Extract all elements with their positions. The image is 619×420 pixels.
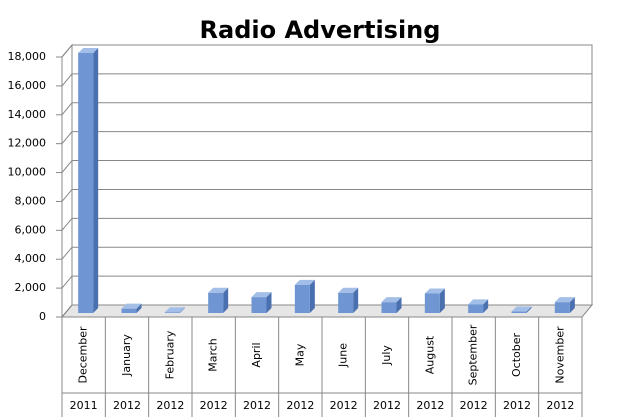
bar-top xyxy=(468,299,489,305)
x-tick-label: November xyxy=(553,326,566,384)
bar-top xyxy=(554,297,575,303)
x-tick-label: October xyxy=(510,333,523,377)
y-tick-label: 16,000 xyxy=(8,79,47,92)
bar-side xyxy=(439,288,445,313)
x-tick-label: August xyxy=(423,335,436,374)
y-tick-label: 8,000 xyxy=(15,194,47,207)
chart-title: Radio Advertising xyxy=(200,16,441,44)
bar-side xyxy=(483,299,489,313)
bar xyxy=(424,293,440,313)
grid-line xyxy=(61,44,592,58)
bar-group xyxy=(424,288,445,313)
bar-group xyxy=(251,292,272,313)
bar xyxy=(381,302,397,313)
bar-group xyxy=(338,287,359,313)
bar-top xyxy=(208,287,229,293)
x-group-label: 2012 xyxy=(503,399,531,412)
x-group-label: 2012 xyxy=(113,399,141,412)
bar-side xyxy=(223,287,229,313)
bar-group xyxy=(468,299,489,313)
bar xyxy=(164,312,180,313)
bar xyxy=(338,292,354,313)
y-tick-label: 10,000 xyxy=(8,166,47,179)
x-tick-label: September xyxy=(467,324,480,385)
bar-top xyxy=(294,279,315,285)
bar xyxy=(294,284,310,313)
grid-line xyxy=(61,102,592,116)
bar xyxy=(121,308,137,313)
grid-line xyxy=(61,304,592,318)
y-tick-label: 14,000 xyxy=(8,108,47,121)
side-wall xyxy=(61,43,73,319)
x-group-label: 2012 xyxy=(286,399,314,412)
bar xyxy=(78,53,94,313)
bar xyxy=(554,302,570,313)
grid-line xyxy=(61,73,592,87)
x-tick-label: April xyxy=(250,342,263,367)
x-tick-label: July xyxy=(380,345,393,366)
bar-side xyxy=(526,306,532,313)
bar-side xyxy=(136,303,142,313)
bar-group xyxy=(381,297,402,313)
bar-top xyxy=(164,307,185,313)
x-group-label: 2012 xyxy=(330,399,358,412)
bar-side xyxy=(93,48,99,313)
bar-group xyxy=(164,307,185,313)
grid-line xyxy=(61,275,592,289)
bar xyxy=(468,304,484,313)
x-tick-label: February xyxy=(163,330,176,379)
bar-group xyxy=(294,279,315,313)
x-group-label: 2012 xyxy=(373,399,401,412)
grid-line xyxy=(61,188,592,202)
bar-side xyxy=(179,307,185,313)
x-group-label: 2012 xyxy=(546,399,574,412)
back-wall xyxy=(71,44,593,306)
y-tick-label: 0 xyxy=(39,310,46,323)
x-tick-label: May xyxy=(293,343,306,366)
bar-side xyxy=(396,297,402,313)
bar xyxy=(511,311,527,313)
bar-top xyxy=(381,297,402,303)
grid-line xyxy=(61,131,592,144)
bar-top xyxy=(338,287,359,293)
bar-top xyxy=(424,288,445,294)
bar-top xyxy=(78,48,99,53)
bar xyxy=(208,292,224,313)
bar-top xyxy=(121,303,142,309)
x-group-label: 2012 xyxy=(156,399,184,412)
bar-top xyxy=(251,292,272,298)
bar xyxy=(251,297,267,313)
y-tick-label: 6,000 xyxy=(15,223,47,236)
x-group-label: 2011 xyxy=(70,399,98,412)
bar-top xyxy=(511,306,532,312)
bar-side xyxy=(266,292,272,313)
bar-group xyxy=(121,303,142,313)
x-group-label: 2012 xyxy=(243,399,271,412)
bar-group xyxy=(554,297,575,313)
bar-group xyxy=(78,48,99,313)
x-tick-label: March xyxy=(207,338,220,372)
x-group-label: 2012 xyxy=(460,399,488,412)
x-group-label: 2012 xyxy=(200,399,228,412)
bar-side xyxy=(353,287,359,313)
x-tick-label: January xyxy=(120,334,133,377)
bar-side xyxy=(309,279,315,313)
grid-line xyxy=(61,160,592,173)
bar-side xyxy=(569,297,575,313)
bar-group xyxy=(208,287,229,313)
x-tick-label: June xyxy=(337,343,350,368)
grid-line xyxy=(61,246,592,260)
y-tick-label: 12,000 xyxy=(8,137,47,150)
bar-group xyxy=(511,306,532,313)
x-group-label: 2012 xyxy=(416,399,444,412)
y-tick-label: 18,000 xyxy=(8,50,47,63)
grid-line xyxy=(61,217,592,231)
y-tick-label: 2,000 xyxy=(15,281,47,294)
y-tick-label: 4,000 xyxy=(15,252,47,265)
x-tick-label: December xyxy=(77,326,90,384)
